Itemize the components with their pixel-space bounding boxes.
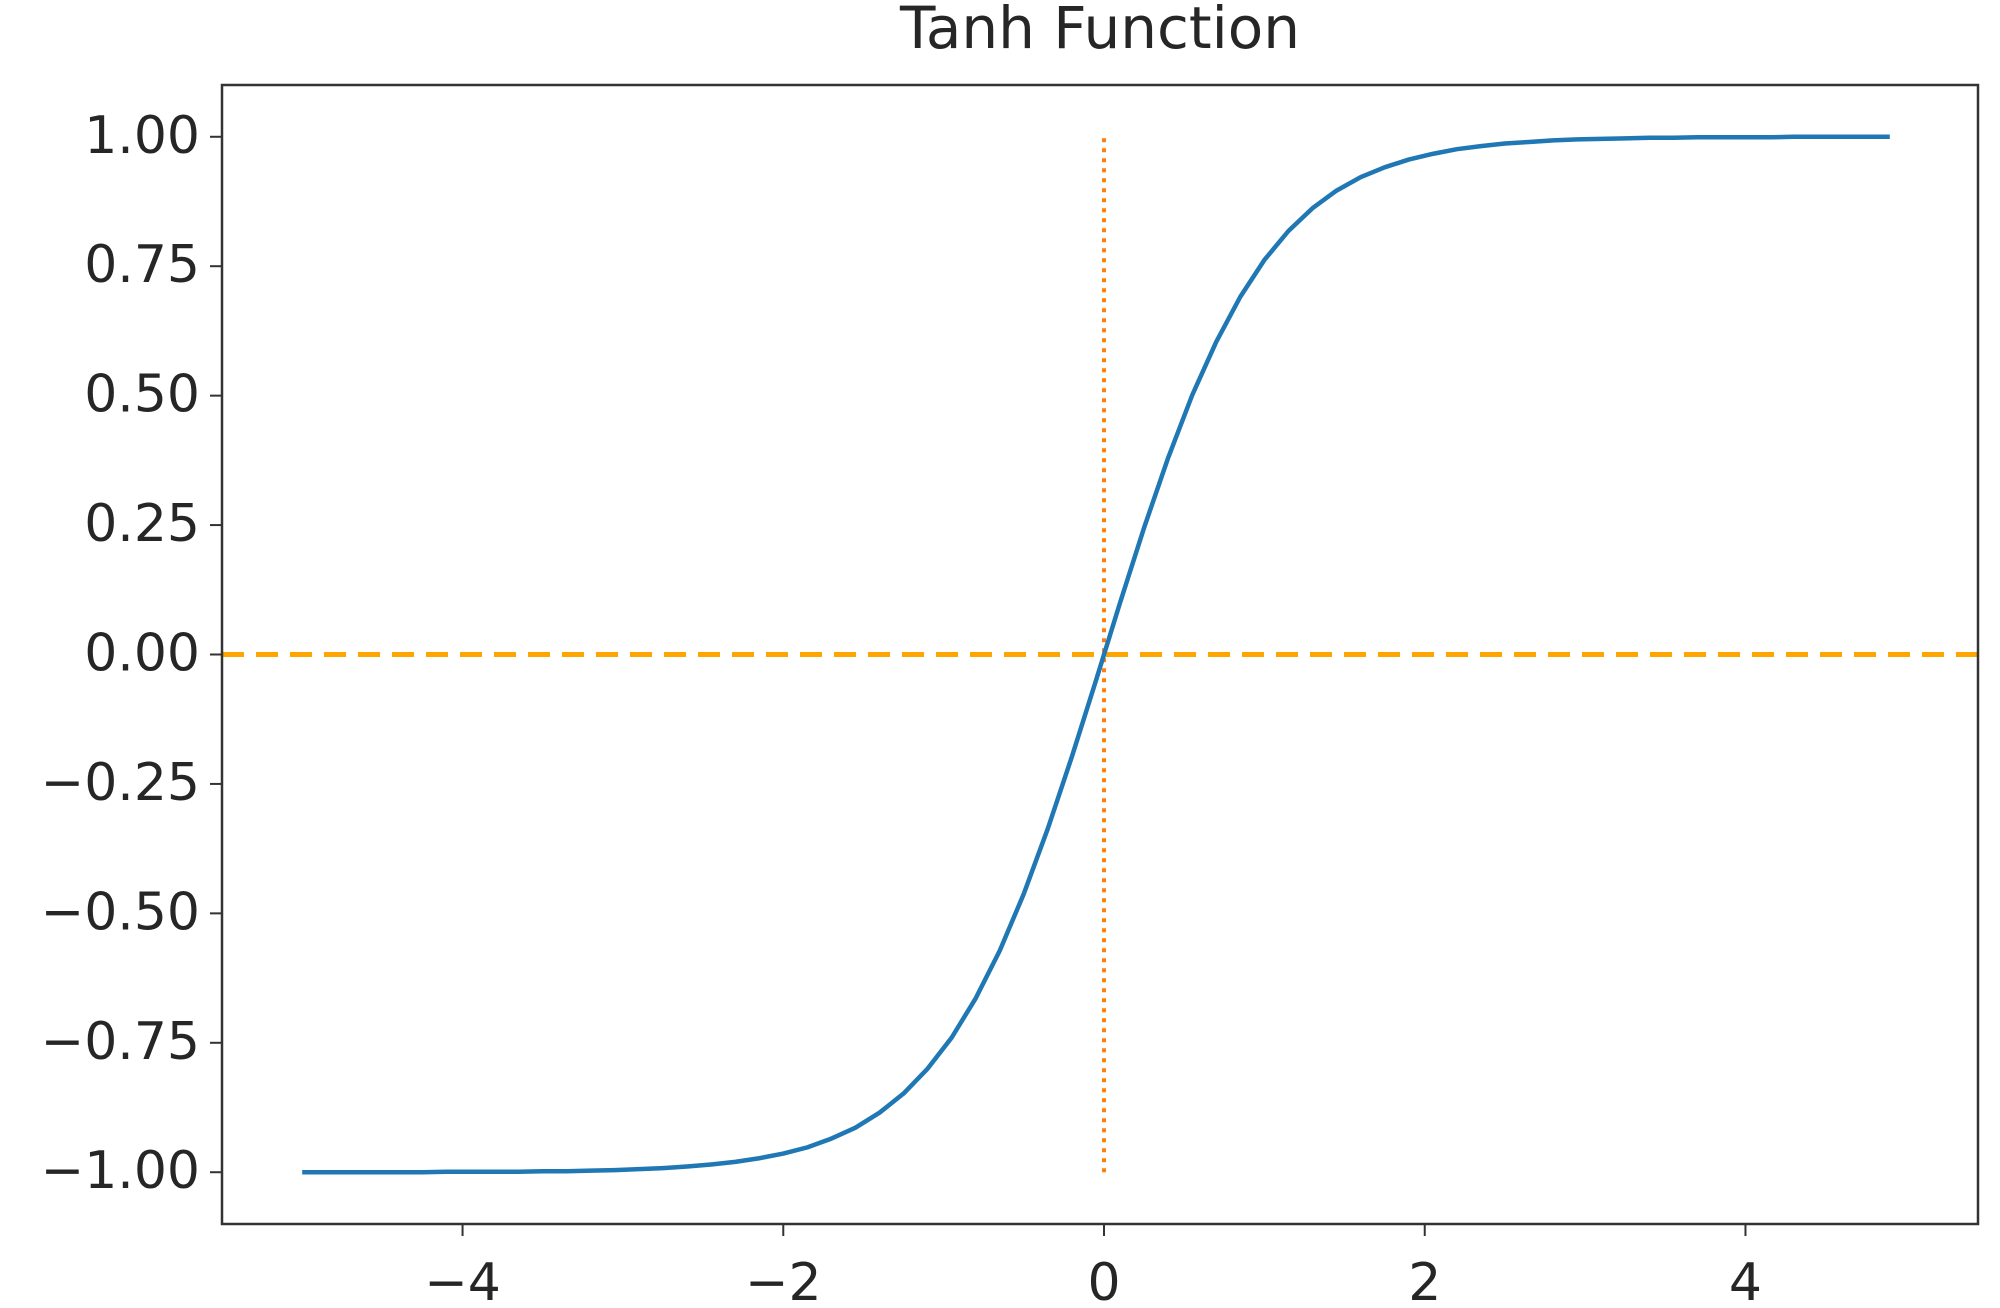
x-tick-label: −2 [745, 1253, 822, 1308]
x-tick-label: 0 [1087, 1253, 1120, 1308]
x-tick-label: −4 [424, 1253, 501, 1308]
plot-frame [220, 83, 1980, 1226]
y-tick-label: 0.50 [84, 365, 200, 425]
y-tick-label: −0.25 [41, 753, 200, 813]
y-tick-label: −0.50 [41, 882, 200, 942]
x-tick-label: 2 [1408, 1253, 1441, 1308]
y-tick-label: 1.00 [84, 106, 200, 166]
y-tick-label: 0.25 [84, 494, 200, 554]
x-tick-label: 4 [1729, 1253, 1762, 1308]
y-tick-label: 0.75 [84, 235, 200, 295]
chart-title: Tanh Function [899, 0, 1300, 62]
line [302, 134, 1890, 1175]
y-tick-label: −0.75 [41, 1012, 200, 1072]
y-tick-label: −1.00 [41, 1141, 200, 1201]
y-tick-label: 0.00 [84, 624, 200, 684]
